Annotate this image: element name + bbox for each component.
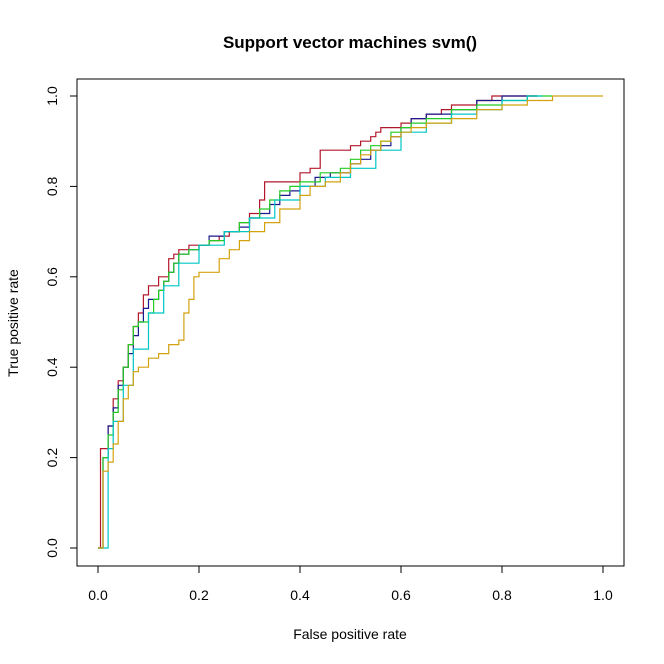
y-axis: 0.0 0.2 0.4 0.6 0.8 1.0 <box>44 86 78 558</box>
x-tick-label: 0.2 <box>189 587 209 603</box>
series-layer <box>98 95 603 549</box>
chart-title: Support vector machines svm() <box>223 33 477 52</box>
y-tick-label: 0.4 <box>44 357 60 377</box>
x-tick-label: 0.0 <box>88 587 108 603</box>
roc-series-line <box>98 95 538 549</box>
plot-frame <box>76 78 625 567</box>
y-tick-label: 0.8 <box>44 176 60 196</box>
y-tick-label: 1.0 <box>44 86 60 106</box>
x-tick-label: 1.0 <box>593 587 613 603</box>
y-tick-label: 0.6 <box>44 267 60 287</box>
x-tick-label: 0.4 <box>290 587 310 603</box>
x-axis-label: False positive rate <box>293 626 407 642</box>
roc-series-line <box>98 95 538 549</box>
x-axis: 0.0 0.2 0.4 0.6 0.8 1.0 <box>88 565 613 603</box>
y-tick-label: 0.2 <box>44 448 60 468</box>
y-axis-label: True positive rate <box>5 269 21 377</box>
y-tick-label: 0.0 <box>44 538 60 558</box>
roc-series-line <box>98 95 603 549</box>
x-tick-label: 0.6 <box>391 587 411 603</box>
roc-series-line <box>98 95 553 549</box>
x-tick-label: 0.8 <box>492 587 512 603</box>
